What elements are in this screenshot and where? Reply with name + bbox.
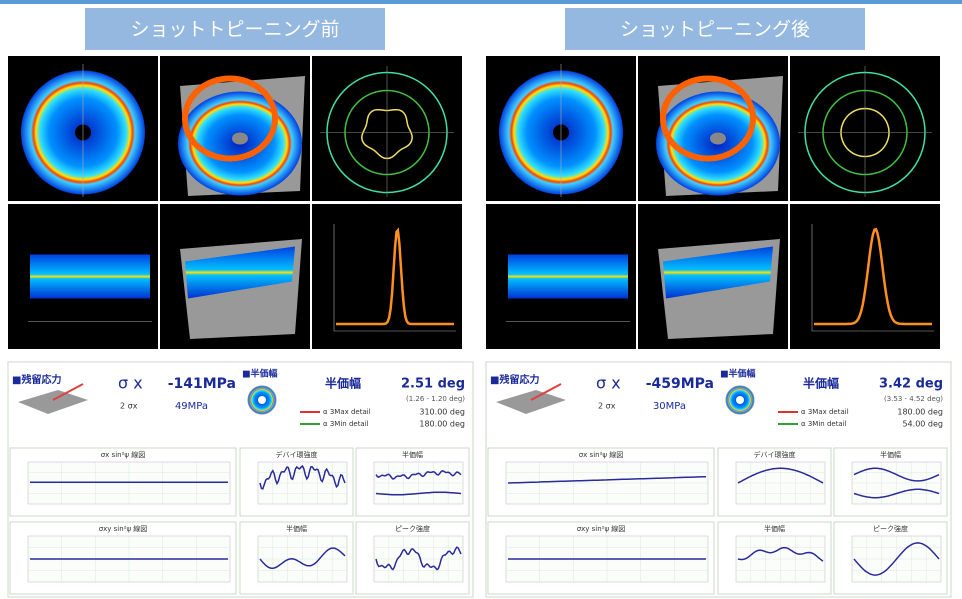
max-value: 310.00 deg — [419, 408, 465, 417]
banner-title: ショットピーニング後 — [620, 19, 810, 41]
top-bar — [0, 0, 962, 4]
error-label: 2 σx — [120, 402, 138, 411]
ring-icon-center — [258, 396, 266, 404]
fwhm-value: 3.42 deg — [879, 377, 943, 392]
chart-title: 半価幅 — [880, 450, 901, 459]
fwhm-title: 半価幅 — [803, 376, 839, 391]
min-label: α 3Min detail — [323, 420, 369, 428]
error-value: 49MPa — [175, 401, 208, 412]
chart-title: σx sin²ψ 線図 — [101, 450, 145, 459]
chart-title: ピーク強度 — [395, 524, 430, 533]
ring-hole — [710, 133, 726, 145]
fwhm-range: (1.26 - 1.20 deg) — [406, 395, 465, 403]
min-value: 180.00 deg — [419, 420, 465, 429]
stress-symbol: σ x — [596, 374, 621, 393]
chart-title: デバイ環強度 — [276, 450, 318, 459]
chart-title: 半価幅 — [764, 524, 785, 533]
min-value: 54.00 deg — [902, 420, 943, 429]
stress-label: ■残留応力 — [490, 373, 539, 386]
stress-symbol: σ x — [118, 374, 143, 393]
strip-map — [508, 255, 628, 299]
chart-title: ピーク強度 — [873, 524, 908, 533]
ring-hole — [232, 133, 248, 145]
stress-value: -141MPa — [168, 376, 236, 392]
min-label: α 3Min detail — [801, 420, 847, 428]
screen: ショットトピーニング前 ■残留応力 σ x -141MPa 2 σx 49MPa ■半価幅半… — [0, 0, 962, 599]
fwhm-title: 半価幅 — [325, 376, 361, 391]
fwhm-label: ■半価幅 — [242, 368, 278, 380]
error-label: 2 σx — [598, 402, 616, 411]
chart-title: σxy sin²ψ 線図 — [577, 524, 626, 533]
ring-icon-center — [736, 396, 744, 404]
chart-title: σxy sin²ψ 線図 — [99, 524, 148, 533]
max-label: α 3Max detail — [323, 408, 371, 416]
chart-title: 半価幅 — [402, 450, 423, 459]
error-value: 30MPa — [653, 401, 686, 412]
image-tile — [790, 204, 940, 349]
fwhm-label: ■半価幅 — [720, 368, 756, 380]
image-tile — [312, 204, 462, 349]
fwhm-value: 2.51 deg — [401, 377, 465, 392]
fwhm-range: (3.53 - 4.52 deg) — [884, 395, 943, 403]
chart-title: デバイ環強度 — [754, 450, 796, 459]
chart-title: 半価幅 — [286, 524, 307, 533]
chart-title: σx sin²ψ 線図 — [579, 450, 623, 459]
strip-map — [30, 255, 150, 299]
stress-label: ■残留応力 — [12, 373, 61, 386]
banner-title: ショットトピーニング前 — [130, 19, 339, 41]
max-value: 180.00 deg — [897, 408, 943, 417]
max-label: α 3Max detail — [801, 408, 849, 416]
stress-value: -459MPa — [646, 376, 714, 392]
